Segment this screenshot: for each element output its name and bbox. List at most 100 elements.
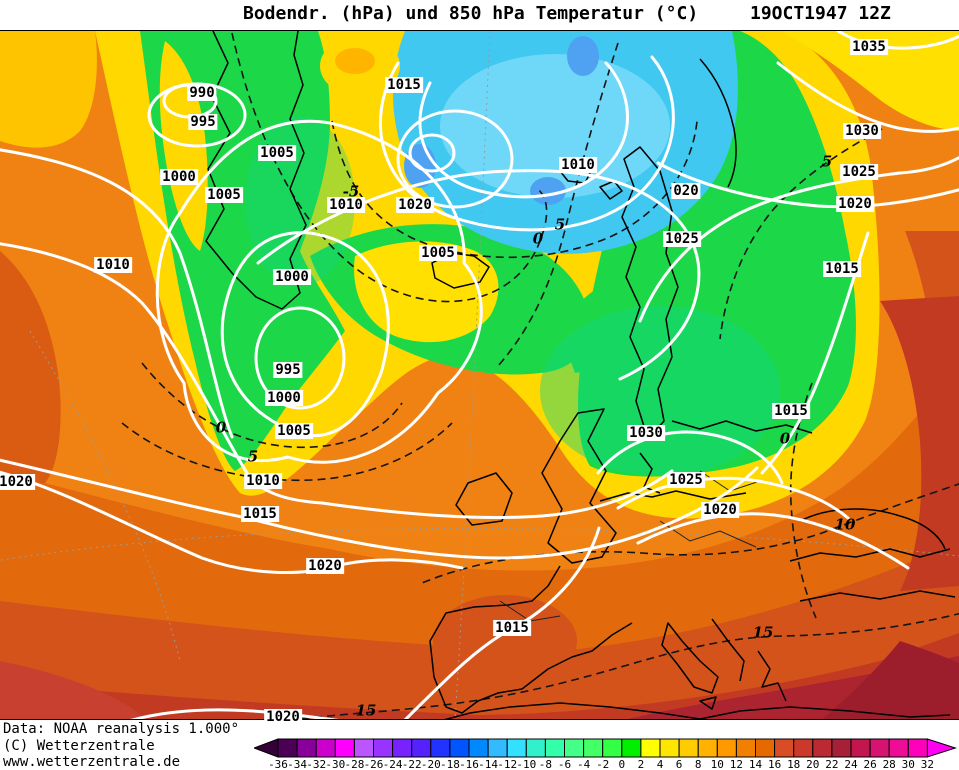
colorbar-tick-label: -18 xyxy=(440,758,460,770)
colorbar-cell xyxy=(697,738,718,758)
colorbar-tick-label: -12 xyxy=(497,758,517,770)
fill-iceland-yellow xyxy=(354,241,499,343)
colorbar-cell xyxy=(735,738,756,758)
graticule-lines xyxy=(0,31,959,719)
copyright-line: (C) Wetterzentrale xyxy=(3,737,155,754)
colorbar-cell xyxy=(907,738,928,758)
colorbar-tick-label: 8 xyxy=(695,758,702,770)
colorbar-cell xyxy=(353,738,375,758)
map-canvas xyxy=(0,31,959,719)
colorbar-tick-label: 20 xyxy=(806,758,819,770)
colorbar-cell xyxy=(392,738,413,758)
colorbar-cell xyxy=(602,738,623,758)
colorbar-tick-label: 26 xyxy=(863,758,876,770)
colorbar-tick-label: -10 xyxy=(516,758,536,770)
page-title: Bodendr. (hPa) und 850 hPa Temperatur (°… xyxy=(243,3,699,24)
colorbar-tick-label: -8 xyxy=(539,758,552,770)
colorbar-tick-label: -4 xyxy=(577,758,591,770)
colorbar-cell xyxy=(678,738,699,758)
colorbar-cell xyxy=(659,738,680,758)
colorbar-tick-label: 24 xyxy=(844,758,858,770)
colorbar-cell xyxy=(487,738,508,758)
fill-teal1 xyxy=(540,306,780,476)
colorbar-tick-label: 18 xyxy=(787,758,800,770)
colorbar-tick-label: 2 xyxy=(638,758,645,770)
colorbar-cell xyxy=(774,738,795,758)
colorbar-right-arrow xyxy=(926,738,958,758)
colorbar-cell xyxy=(277,738,298,758)
fill-green-link xyxy=(560,276,628,373)
colorbar-tick-label: 14 xyxy=(749,758,763,770)
colorbar-cell xyxy=(812,738,833,758)
colorbar-tick-label: -2 xyxy=(596,758,609,770)
fill-warm-left xyxy=(0,251,61,488)
colorbar-cell xyxy=(640,738,661,758)
fill-yellow-tl xyxy=(0,31,97,148)
fill-yellow-ne xyxy=(780,31,959,131)
colorbar-cell xyxy=(373,738,394,758)
weather-map: 990 995 1005 1000 1005 1015 1010 1020 1010 1035 10… xyxy=(0,30,959,725)
fill-arctic-core xyxy=(440,54,670,198)
colorbar-cell xyxy=(334,738,355,758)
colorbar-tick-label: -6 xyxy=(558,758,571,770)
isobars xyxy=(0,31,959,719)
colorbar-cell xyxy=(411,738,432,758)
colorbar-tick-label: 10 xyxy=(711,758,724,770)
fill-corner-bl xyxy=(0,661,144,719)
colorbar-tick-label: 28 xyxy=(883,758,896,770)
colorbar-cell xyxy=(621,738,642,758)
colorbar-tick-label: -30 xyxy=(325,758,345,770)
colorbar-tick-label: -36 xyxy=(268,758,288,770)
colorbar-cell xyxy=(583,738,604,758)
colorbar-tick-label: -16 xyxy=(459,758,479,770)
fill-janmayen-orange xyxy=(335,48,375,74)
colorbar-tick-label: -20 xyxy=(421,758,441,770)
colorbar-tick-label: 32 xyxy=(921,758,934,770)
colorbar-cell xyxy=(468,738,489,758)
colorbar-tick-label: -14 xyxy=(478,758,498,770)
fill-iberia-warm xyxy=(433,595,577,687)
colorbar-cell xyxy=(888,738,909,758)
colorbar-tick-label: 22 xyxy=(825,758,838,770)
colorbar-left-arrow xyxy=(252,738,279,758)
colorbar-tick-label: -32 xyxy=(306,758,326,770)
colorbar-tick-label: -28 xyxy=(344,758,364,770)
colorbar-cell xyxy=(716,738,737,758)
colorbar-tick-label: 30 xyxy=(902,758,915,770)
colorbar-tick-label: -26 xyxy=(364,758,384,770)
colorbar-svg: -36 -34 -32 -30 -28 -26 -24 -22 -20 -18 -16 -14 -12-… xyxy=(252,738,958,770)
fill-warm5 xyxy=(822,641,959,719)
fill-blue-spot2 xyxy=(530,177,566,205)
fill-warm3-right xyxy=(880,296,959,591)
data-source-text: Data: NOAA reanalysis 1.000° (C) Wetterz… xyxy=(3,721,239,770)
colorbar-cell xyxy=(315,738,336,758)
colorbar-tick-label: 4 xyxy=(657,758,664,770)
fill-warm2 xyxy=(0,541,959,719)
colorbar-cell xyxy=(296,738,317,758)
colorbar-cell xyxy=(449,738,470,758)
colorbar-tick-label: 6 xyxy=(676,758,683,770)
colorbar-cell xyxy=(869,738,890,758)
colorbar-cell xyxy=(430,738,451,758)
colorbar-cell xyxy=(850,738,871,758)
colorbar-cell xyxy=(564,738,585,758)
colorbar-tick-label: -22 xyxy=(402,758,422,770)
website-link[interactable]: www.wetterzentrale.de xyxy=(3,754,181,770)
colorbar-cell xyxy=(525,738,546,758)
colorbar-cell xyxy=(793,738,814,758)
colorbar-tick-label: 0 xyxy=(618,758,625,770)
colorbar-cell xyxy=(755,738,776,758)
source-line: Data: NOAA reanalysis 1.000° xyxy=(3,721,240,737)
colorbar-tick-label: -34 xyxy=(287,758,307,770)
colorbar-cell xyxy=(506,738,527,758)
colorbar-cell xyxy=(544,738,565,758)
colorbar-tick-label: -24 xyxy=(383,758,403,770)
colorbar-tick-label: 12 xyxy=(730,758,743,770)
datetime-stamp: 19OCT1947 12Z xyxy=(750,3,891,24)
fill-blue-spot3 xyxy=(567,36,599,76)
fill-warm3 xyxy=(0,633,959,719)
colorbar-tick-label: 16 xyxy=(768,758,781,770)
colorbar-cell xyxy=(831,738,852,758)
temperature-colorbar: -36 -34 -32 -30 -28 -26 -24 -22 -20 -18 -16 -14 -12-… xyxy=(252,737,959,770)
